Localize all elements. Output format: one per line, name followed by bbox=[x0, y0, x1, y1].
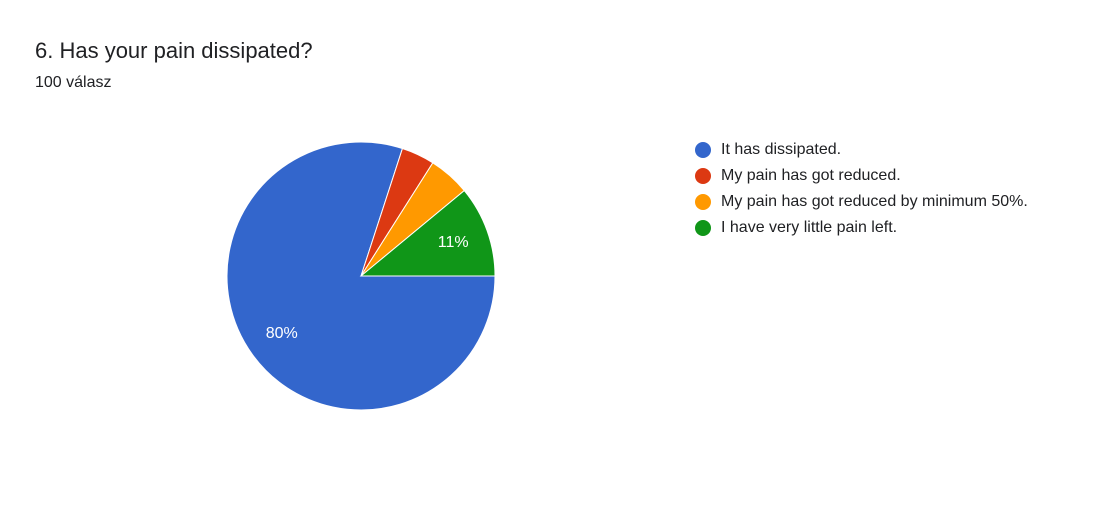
legend-item: I have very little pain left. bbox=[695, 218, 1035, 238]
legend-label: It has dissipated. bbox=[721, 141, 842, 158]
data-label: 11% bbox=[438, 234, 469, 251]
legend-label: My pain has got reduced by minimum 50%. bbox=[721, 193, 1028, 210]
legend-swatch bbox=[695, 194, 711, 210]
legend-swatch bbox=[695, 220, 711, 236]
chart-title: 6. Has your pain dissipated? bbox=[35, 38, 313, 63]
legend-label: My pain has got reduced. bbox=[721, 167, 901, 184]
legend-swatch bbox=[695, 142, 711, 158]
chart-subtitle: 100 válasz bbox=[35, 74, 112, 91]
legend-swatch bbox=[695, 168, 711, 184]
legend: It has dissipated. My pain has got reduce… bbox=[695, 140, 1035, 244]
legend-item: My pain has got reduced. bbox=[695, 166, 1035, 186]
legend-item: It has dissipated. bbox=[695, 140, 1035, 160]
legend-label: I have very little pain left. bbox=[721, 219, 898, 236]
legend-item: My pain has got reduced by minimum 50%. bbox=[695, 192, 1035, 212]
data-label: 80% bbox=[266, 325, 298, 342]
pie-slice bbox=[359, 189, 496, 277]
